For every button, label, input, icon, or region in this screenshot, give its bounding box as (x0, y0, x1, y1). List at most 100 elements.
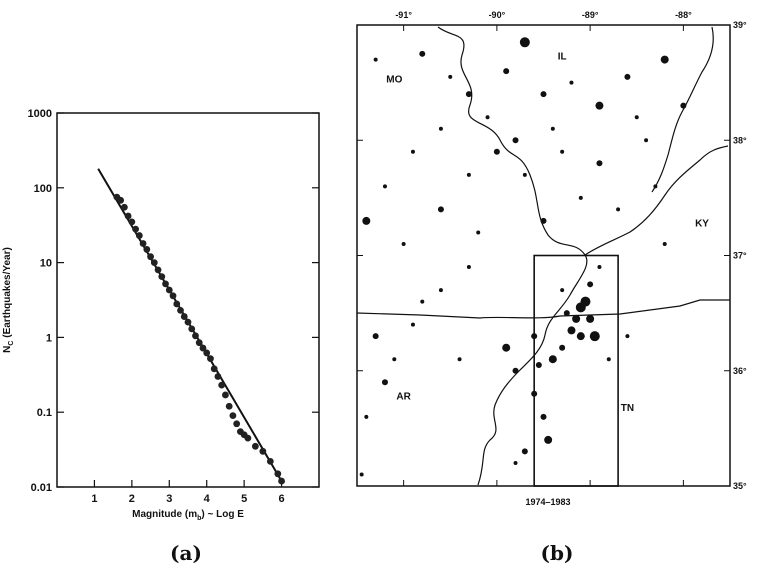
data-point (259, 447, 267, 455)
earthquake-point (448, 74, 453, 79)
panel-a-points (113, 193, 285, 485)
earthquake-point (560, 288, 565, 293)
data-point (132, 225, 140, 233)
earthquake-point (595, 101, 604, 110)
earthquake-point (382, 184, 387, 189)
lon-label: -89° (582, 10, 599, 20)
lat-label: 35° (733, 481, 747, 491)
data-point (120, 203, 128, 211)
data-point (266, 457, 274, 465)
earthquake-point (512, 367, 519, 374)
data-point (128, 218, 136, 226)
data-point (222, 391, 229, 399)
earthquake-point (578, 195, 583, 200)
data-point (135, 232, 143, 239)
data-point (147, 253, 154, 261)
data-point (169, 292, 177, 300)
map-x-ticks: -91° -90° -89° -88° (395, 10, 692, 486)
earthquake-points (359, 37, 687, 477)
illinois-border (651, 26, 714, 193)
earthquake-point (438, 126, 443, 131)
state-labels: MO IL KY AR TN (386, 52, 709, 415)
earthquake-point (419, 50, 426, 57)
earthquake-point (597, 265, 602, 270)
earthquake-point (503, 68, 510, 75)
data-point (177, 306, 184, 314)
panel-a-x-ticks: 1 2 3 4 5 6 (91, 480, 285, 505)
data-point (150, 259, 158, 266)
y-tick-label: 0.01 (31, 482, 52, 494)
earthquake-point (410, 149, 415, 154)
earthquake-point (485, 115, 490, 120)
earthquake-point (457, 357, 462, 362)
data-point (195, 339, 203, 347)
earthquake-point (559, 344, 566, 351)
earthquake-point (653, 184, 658, 189)
earthquake-point (535, 361, 542, 368)
earthquake-point (624, 73, 631, 80)
earthquake-point (519, 37, 530, 48)
x-tick-label: 1 (91, 493, 97, 505)
earthquake-point (589, 331, 600, 342)
lat-label: 39° (733, 20, 747, 30)
data-point (188, 325, 196, 333)
earthquake-point (587, 281, 594, 288)
earthquake-point (540, 217, 547, 224)
earthquake-point (540, 91, 547, 98)
earthquake-point (438, 288, 443, 293)
earthquake-point (373, 57, 378, 62)
earthquake-point (493, 148, 500, 155)
y-tick-label: 100 (34, 183, 52, 195)
data-point (244, 434, 252, 442)
earthquake-point (465, 91, 472, 98)
earthquake-point (362, 216, 371, 225)
data-point (139, 240, 147, 247)
data-point (158, 273, 166, 280)
earthquake-point (359, 472, 364, 477)
earthquake-point (372, 333, 379, 340)
state-label: MO (386, 75, 402, 86)
map-caption: 1974–1983 (525, 497, 570, 507)
data-point (173, 300, 181, 308)
earthquake-point (364, 414, 369, 419)
lat-label: 37° (733, 251, 747, 261)
data-point (233, 420, 241, 428)
data-point (203, 349, 211, 357)
data-point (117, 196, 125, 204)
y-tick-label: 0.1 (37, 407, 52, 419)
earthquake-point (569, 80, 574, 85)
earthquake-point (644, 138, 649, 143)
data-point (225, 402, 233, 410)
earthquake-point (616, 207, 621, 212)
earthquake-point (576, 332, 585, 341)
earthquake-point (544, 435, 553, 444)
earthquake-point (410, 322, 415, 327)
earthquake-point (634, 115, 639, 120)
x-tick-label: 3 (166, 493, 172, 505)
data-point (124, 212, 132, 220)
earthquake-point (596, 160, 603, 167)
data-point (229, 412, 237, 420)
earthquake-point (381, 379, 388, 386)
earthquake-point (513, 460, 518, 465)
y-tick-label: 1 (46, 332, 52, 344)
panel-a-frame (56, 112, 320, 488)
data-point (274, 470, 282, 478)
data-point (218, 381, 226, 389)
earthquake-point (437, 206, 444, 213)
earthquake-point (572, 314, 581, 323)
state-label: IL (558, 52, 567, 63)
panel-a-y-ticks: 0.01 0.1 1 10 100 1000 (28, 108, 319, 494)
data-point (251, 442, 259, 450)
data-point (207, 355, 214, 363)
state-label: KY (695, 219, 709, 230)
y-tick-label: 1000 (28, 108, 52, 120)
x-tick-label: 4 (204, 493, 211, 505)
panel-b-label: (b) (541, 541, 574, 565)
earthquake-point (476, 230, 481, 235)
earthquake-point (531, 333, 538, 340)
lon-label: -88° (675, 10, 692, 20)
lat-label: 36° (733, 366, 747, 376)
earthquake-point (540, 413, 547, 420)
panel-a: 0.01 0.1 1 10 100 1000 1 2 3 4 5 6 Magnitude (mb) … (2, 108, 320, 565)
